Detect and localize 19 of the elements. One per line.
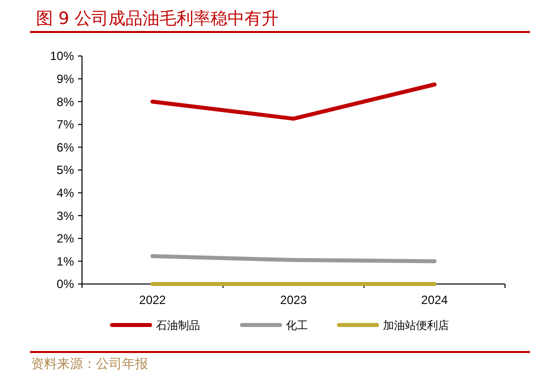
y-tick-label: 6% — [56, 140, 74, 154]
y-tick-label: 5% — [56, 163, 74, 178]
y-tick-label: 9% — [56, 72, 74, 86]
y-tick-label: 1% — [56, 254, 74, 268]
y-tick-label: 3% — [56, 208, 74, 223]
x-tick-label: 2023 — [280, 293, 308, 307]
y-tick-label: 4% — [56, 186, 74, 200]
x-tick-label: 2024 — [421, 293, 448, 307]
x-tick-label: 2022 — [139, 293, 166, 307]
chart-title: 图 9 公司成品油毛利率稳中有升 — [36, 9, 279, 29]
legend-label: 化工 — [286, 318, 308, 332]
y-tick-label: 10% — [50, 49, 74, 64]
text: 资料来源：公司年报 — [31, 357, 148, 372]
y-tick-label: 8% — [56, 94, 74, 109]
y-tick-label: 0% — [56, 277, 74, 292]
y-tick-label: 2% — [56, 232, 74, 246]
legend-label: 石油制品 — [156, 318, 200, 332]
y-tick-label: 7% — [56, 118, 74, 132]
legend-label: 加油站便利店 — [383, 318, 449, 332]
